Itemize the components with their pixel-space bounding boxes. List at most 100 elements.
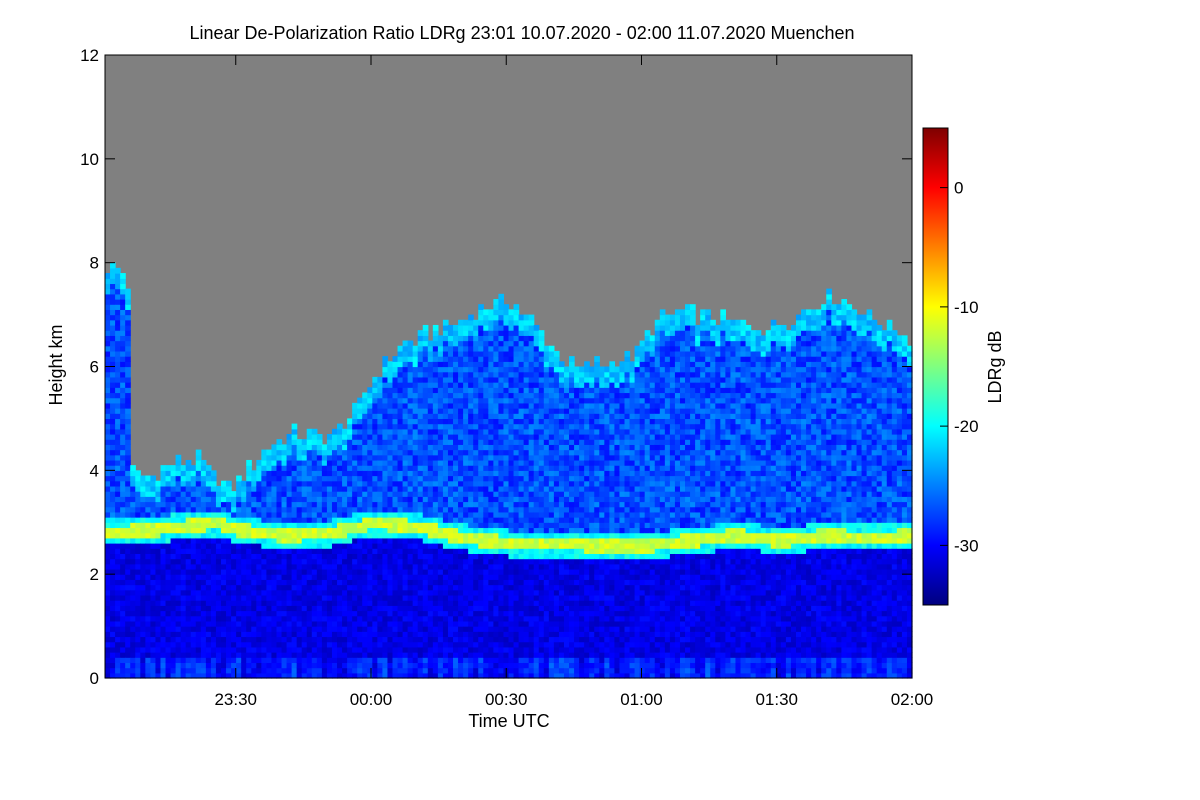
heatmap-cell xyxy=(488,594,494,601)
heatmap-cell xyxy=(397,662,404,669)
heatmap-cell xyxy=(130,537,136,544)
heatmap-cell xyxy=(503,475,510,482)
heatmap-cell xyxy=(442,361,449,368)
heatmap-cell xyxy=(215,615,222,622)
heatmap-cell xyxy=(427,350,434,357)
heatmap-cell xyxy=(538,491,545,497)
heatmap-cell xyxy=(468,439,474,445)
heatmap-cell xyxy=(251,522,257,529)
heatmap-cell xyxy=(533,511,540,518)
heatmap-cell xyxy=(417,631,424,638)
heatmap-cell xyxy=(105,610,111,617)
heatmap-cell xyxy=(458,433,464,440)
heatmap-cell xyxy=(543,439,550,445)
heatmap-cell xyxy=(392,423,399,430)
heatmap-cell xyxy=(165,532,172,539)
heatmap-cell xyxy=(458,646,464,653)
heatmap-cell xyxy=(417,568,424,575)
heatmap-cell xyxy=(518,470,525,477)
heatmap-cell xyxy=(412,641,419,648)
heatmap-cell xyxy=(553,558,560,565)
heatmap-cell xyxy=(105,293,111,300)
heatmap-cell xyxy=(493,366,500,373)
heatmap-cell xyxy=(447,610,454,617)
heatmap-cell xyxy=(392,480,399,487)
heatmap-cell xyxy=(458,423,464,430)
heatmap-cell xyxy=(387,594,394,601)
heatmap-cell xyxy=(447,376,454,383)
heatmap-cell xyxy=(553,574,560,580)
heatmap-cell xyxy=(221,511,227,518)
heatmap-cell xyxy=(437,522,444,529)
heatmap-cell xyxy=(422,548,429,554)
heatmap-cell xyxy=(120,553,126,560)
heatmap-cell xyxy=(165,646,172,653)
heatmap-cell xyxy=(226,615,232,622)
heatmap-cell xyxy=(468,584,474,591)
heatmap-cell xyxy=(458,517,464,523)
heatmap-cell xyxy=(513,330,520,336)
heatmap-cell xyxy=(200,652,207,658)
heatmap-cell xyxy=(493,511,500,518)
heatmap-cell xyxy=(458,335,464,342)
heatmap-cell xyxy=(412,485,419,492)
heatmap-cell xyxy=(180,626,187,632)
heatmap-cell xyxy=(498,517,505,523)
heatmap-cell xyxy=(155,620,162,627)
heatmap-cell xyxy=(170,537,177,544)
heatmap-cell xyxy=(105,543,111,549)
heatmap-cell xyxy=(458,382,464,388)
heatmap-cell xyxy=(548,600,555,606)
heatmap-cell xyxy=(417,641,424,648)
heatmap-cell xyxy=(185,626,192,632)
heatmap-cell xyxy=(130,496,136,503)
heatmap-cell xyxy=(533,636,540,643)
heatmap-cell xyxy=(468,335,474,342)
heatmap-cell xyxy=(483,356,489,362)
heatmap-cell xyxy=(478,449,484,456)
heatmap-cell xyxy=(437,626,444,632)
heatmap-cell xyxy=(311,563,318,570)
heatmap-cell xyxy=(543,615,550,622)
heatmap-cell xyxy=(412,439,419,445)
heatmap-cell xyxy=(493,667,500,674)
heatmap-cell xyxy=(513,397,520,404)
heatmap-cell xyxy=(543,501,550,508)
heatmap-cell xyxy=(518,527,525,534)
heatmap-cell xyxy=(165,558,172,565)
heatmap-cell xyxy=(135,491,141,497)
heatmap-cell xyxy=(190,615,197,622)
heatmap-cell xyxy=(205,527,212,534)
heatmap-cell xyxy=(447,584,454,591)
heatmap-cell xyxy=(165,620,172,627)
heatmap-cell xyxy=(518,350,525,357)
heatmap-cell xyxy=(377,652,383,658)
heatmap-cell xyxy=(115,382,121,388)
heatmap-cell xyxy=(145,584,151,591)
heatmap-cell xyxy=(377,584,383,591)
heatmap-cell xyxy=(397,449,404,456)
heatmap-cell xyxy=(538,667,545,674)
heatmap-cell xyxy=(301,652,308,658)
heatmap-cell xyxy=(352,615,358,622)
heatmap-cell xyxy=(382,548,389,554)
heatmap-cell xyxy=(402,397,409,404)
heatmap-cell xyxy=(523,584,530,591)
heatmap-cell xyxy=(387,527,394,534)
heatmap-cell xyxy=(140,615,146,622)
heatmap-cell xyxy=(458,615,464,622)
heatmap-cell xyxy=(463,600,469,606)
heatmap-cell xyxy=(105,304,111,310)
heatmap-cell xyxy=(498,506,505,513)
heatmap-cell xyxy=(115,589,121,596)
heatmap-cell xyxy=(447,356,454,362)
heatmap-cell xyxy=(110,506,116,513)
heatmap-cell xyxy=(533,454,540,461)
heatmap-cell xyxy=(342,548,348,554)
heatmap-cell xyxy=(342,459,348,466)
heatmap-cell xyxy=(427,475,434,482)
heatmap-cell xyxy=(493,361,500,368)
heatmap-cell xyxy=(558,605,565,612)
heatmap-cell xyxy=(215,672,222,679)
heatmap-cell xyxy=(190,631,197,638)
